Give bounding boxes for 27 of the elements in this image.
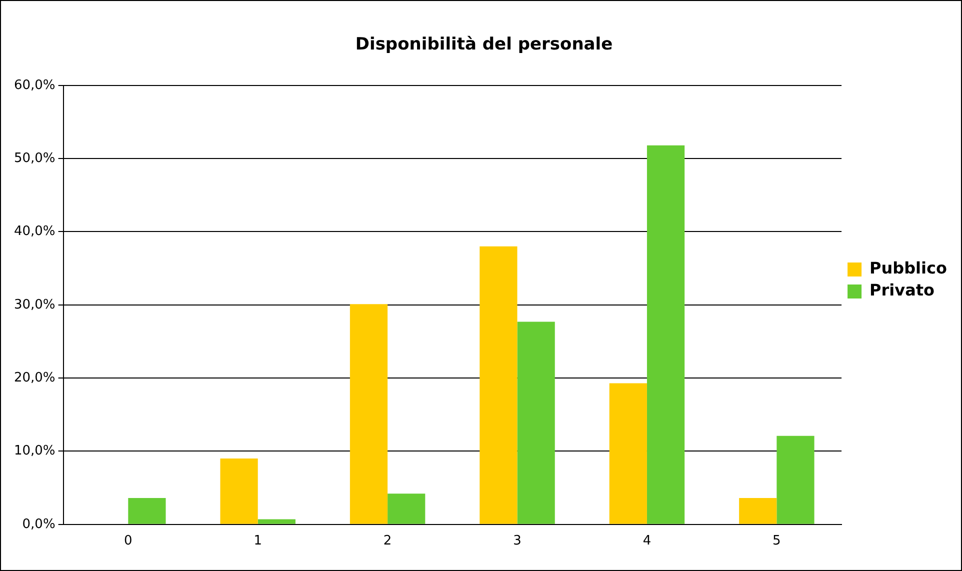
bar — [646, 145, 685, 524]
y-tick-label: 60,0% — [14, 78, 56, 93]
x-tick-label: 4 — [642, 534, 652, 549]
bar — [258, 519, 296, 524]
x-tick-label: 0 — [124, 534, 132, 549]
legend-label: Pubblico — [870, 258, 948, 278]
y-tick-label: 30,0% — [14, 297, 56, 312]
x-tick-label: 5 — [772, 534, 781, 549]
bar — [350, 304, 388, 524]
bar — [480, 246, 518, 524]
legend-label: Privato — [870, 280, 935, 300]
bar — [739, 498, 777, 524]
y-tick-label: 10,0% — [14, 444, 56, 459]
chart-title: Disponibilità del personale — [355, 34, 613, 55]
y-tick-label: 20,0% — [14, 370, 56, 386]
x-tick-label: 1 — [254, 534, 262, 549]
bar — [517, 322, 555, 524]
y-tick-label: 50,0% — [14, 150, 56, 166]
y-tick-label: 40,0% — [14, 224, 56, 240]
x-tick-label: 2 — [383, 534, 392, 549]
x-tick-label: 3 — [513, 534, 522, 549]
bar — [388, 494, 426, 524]
bar — [128, 498, 166, 524]
bar — [776, 436, 814, 524]
y-tick-label: 0,0% — [22, 516, 56, 532]
bar — [220, 458, 258, 524]
bar — [609, 383, 647, 524]
